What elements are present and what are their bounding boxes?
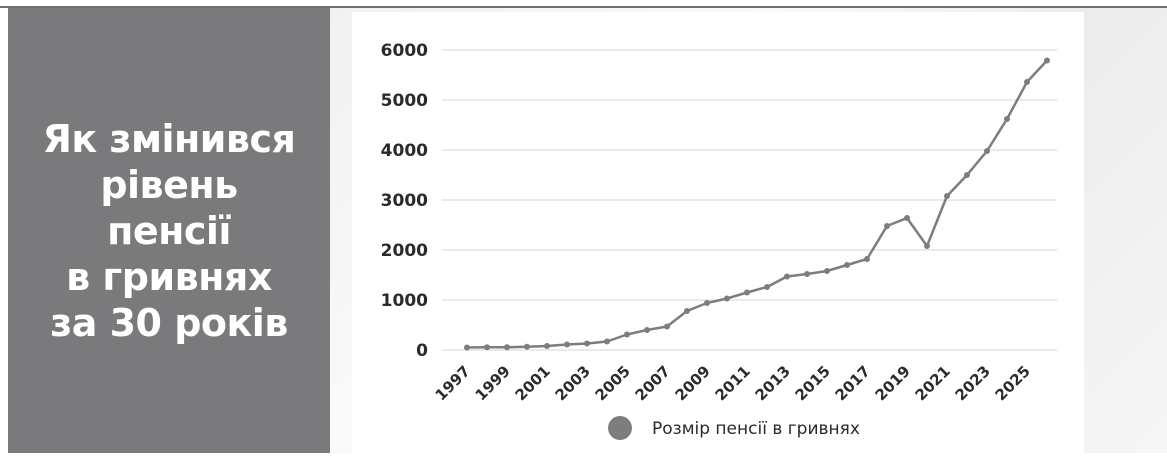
headline-line-1: Як змінився <box>42 116 296 161</box>
legend: Розмір пенсії в гривнях <box>608 416 860 440</box>
data-point <box>884 223 890 229</box>
headline-line-3: пенсії <box>107 208 231 253</box>
data-point <box>544 343 550 349</box>
y-tick-label: 6000 <box>381 41 428 61</box>
data-point <box>904 215 910 221</box>
data-point <box>584 340 590 347</box>
x-tick-label: 2007 <box>632 362 674 404</box>
headline: Як змінився рівень пенсії в гривнях за 3… <box>43 116 296 346</box>
data-point <box>1004 116 1010 122</box>
data-point <box>924 243 930 249</box>
x-tick-label: 2019 <box>872 362 914 404</box>
data-point <box>1044 57 1050 64</box>
data-point <box>684 308 690 314</box>
data-point <box>864 256 870 262</box>
x-tick-label: 1997 <box>432 362 474 404</box>
data-point <box>744 289 750 296</box>
data-point <box>564 341 570 348</box>
data-point <box>604 338 610 345</box>
data-point <box>764 284 770 290</box>
data-point <box>804 271 810 277</box>
data-point <box>964 172 970 178</box>
data-point <box>824 268 830 274</box>
x-tick-label: 1999 <box>472 362 514 404</box>
data-point <box>1024 79 1030 85</box>
x-tick-label: 2015 <box>792 362 834 404</box>
y-tick-label: 4000 <box>381 141 428 161</box>
data-point <box>484 344 490 351</box>
data-point <box>664 323 670 330</box>
data-point <box>944 193 950 199</box>
data-point <box>524 343 530 350</box>
data-point <box>724 295 730 302</box>
legend-marker <box>608 416 632 440</box>
x-tick-label: 2009 <box>672 362 714 404</box>
x-tick-label: 2017 <box>832 362 874 404</box>
data-point <box>984 148 990 154</box>
y-axis-ticks: 0 1000 2000 3000 4000 5000 6000 <box>381 41 428 361</box>
headline-line-2: рівень <box>100 162 238 207</box>
data-point <box>464 344 470 351</box>
x-tick-label: 2013 <box>752 362 794 404</box>
data-point <box>504 344 510 351</box>
series-layer <box>464 57 1050 351</box>
x-tick-label: 2025 <box>992 362 1034 404</box>
headline-line-5: за 30 років <box>50 300 288 345</box>
series-line <box>466 59 1048 349</box>
x-tick-label: 2023 <box>952 362 994 404</box>
y-tick-label: 2000 <box>381 241 428 261</box>
x-tick-label: 2003 <box>552 362 594 404</box>
x-tick-label: 2001 <box>512 362 554 404</box>
grid-lines <box>442 49 1057 351</box>
chart-card: 0 1000 2000 3000 4000 5000 6000 1997 1999 2001 20… <box>352 12 1084 453</box>
y-tick-label: 3000 <box>381 191 428 211</box>
y-tick-label: 5000 <box>381 91 428 111</box>
x-tick-label: 2005 <box>592 362 634 404</box>
data-point <box>844 262 850 268</box>
y-tick-label: 1000 <box>381 291 428 311</box>
y-tick-label: 0 <box>416 341 428 361</box>
x-tick-label: 2021 <box>912 362 954 404</box>
top-divider <box>0 6 1167 8</box>
data-point <box>784 273 790 280</box>
data-point <box>704 300 710 306</box>
data-point <box>624 331 630 338</box>
legend-label: Розмір пенсії в гривнях <box>652 419 860 439</box>
x-axis-ticks: 1997199920012003200520072009201120132015… <box>432 362 1034 404</box>
data-point <box>644 327 650 333</box>
headline-panel: Як змінився рівень пенсії в гривнях за 3… <box>8 8 330 453</box>
headline-line-4: в гривнях <box>66 254 272 299</box>
x-tick-label: 2011 <box>712 362 754 404</box>
